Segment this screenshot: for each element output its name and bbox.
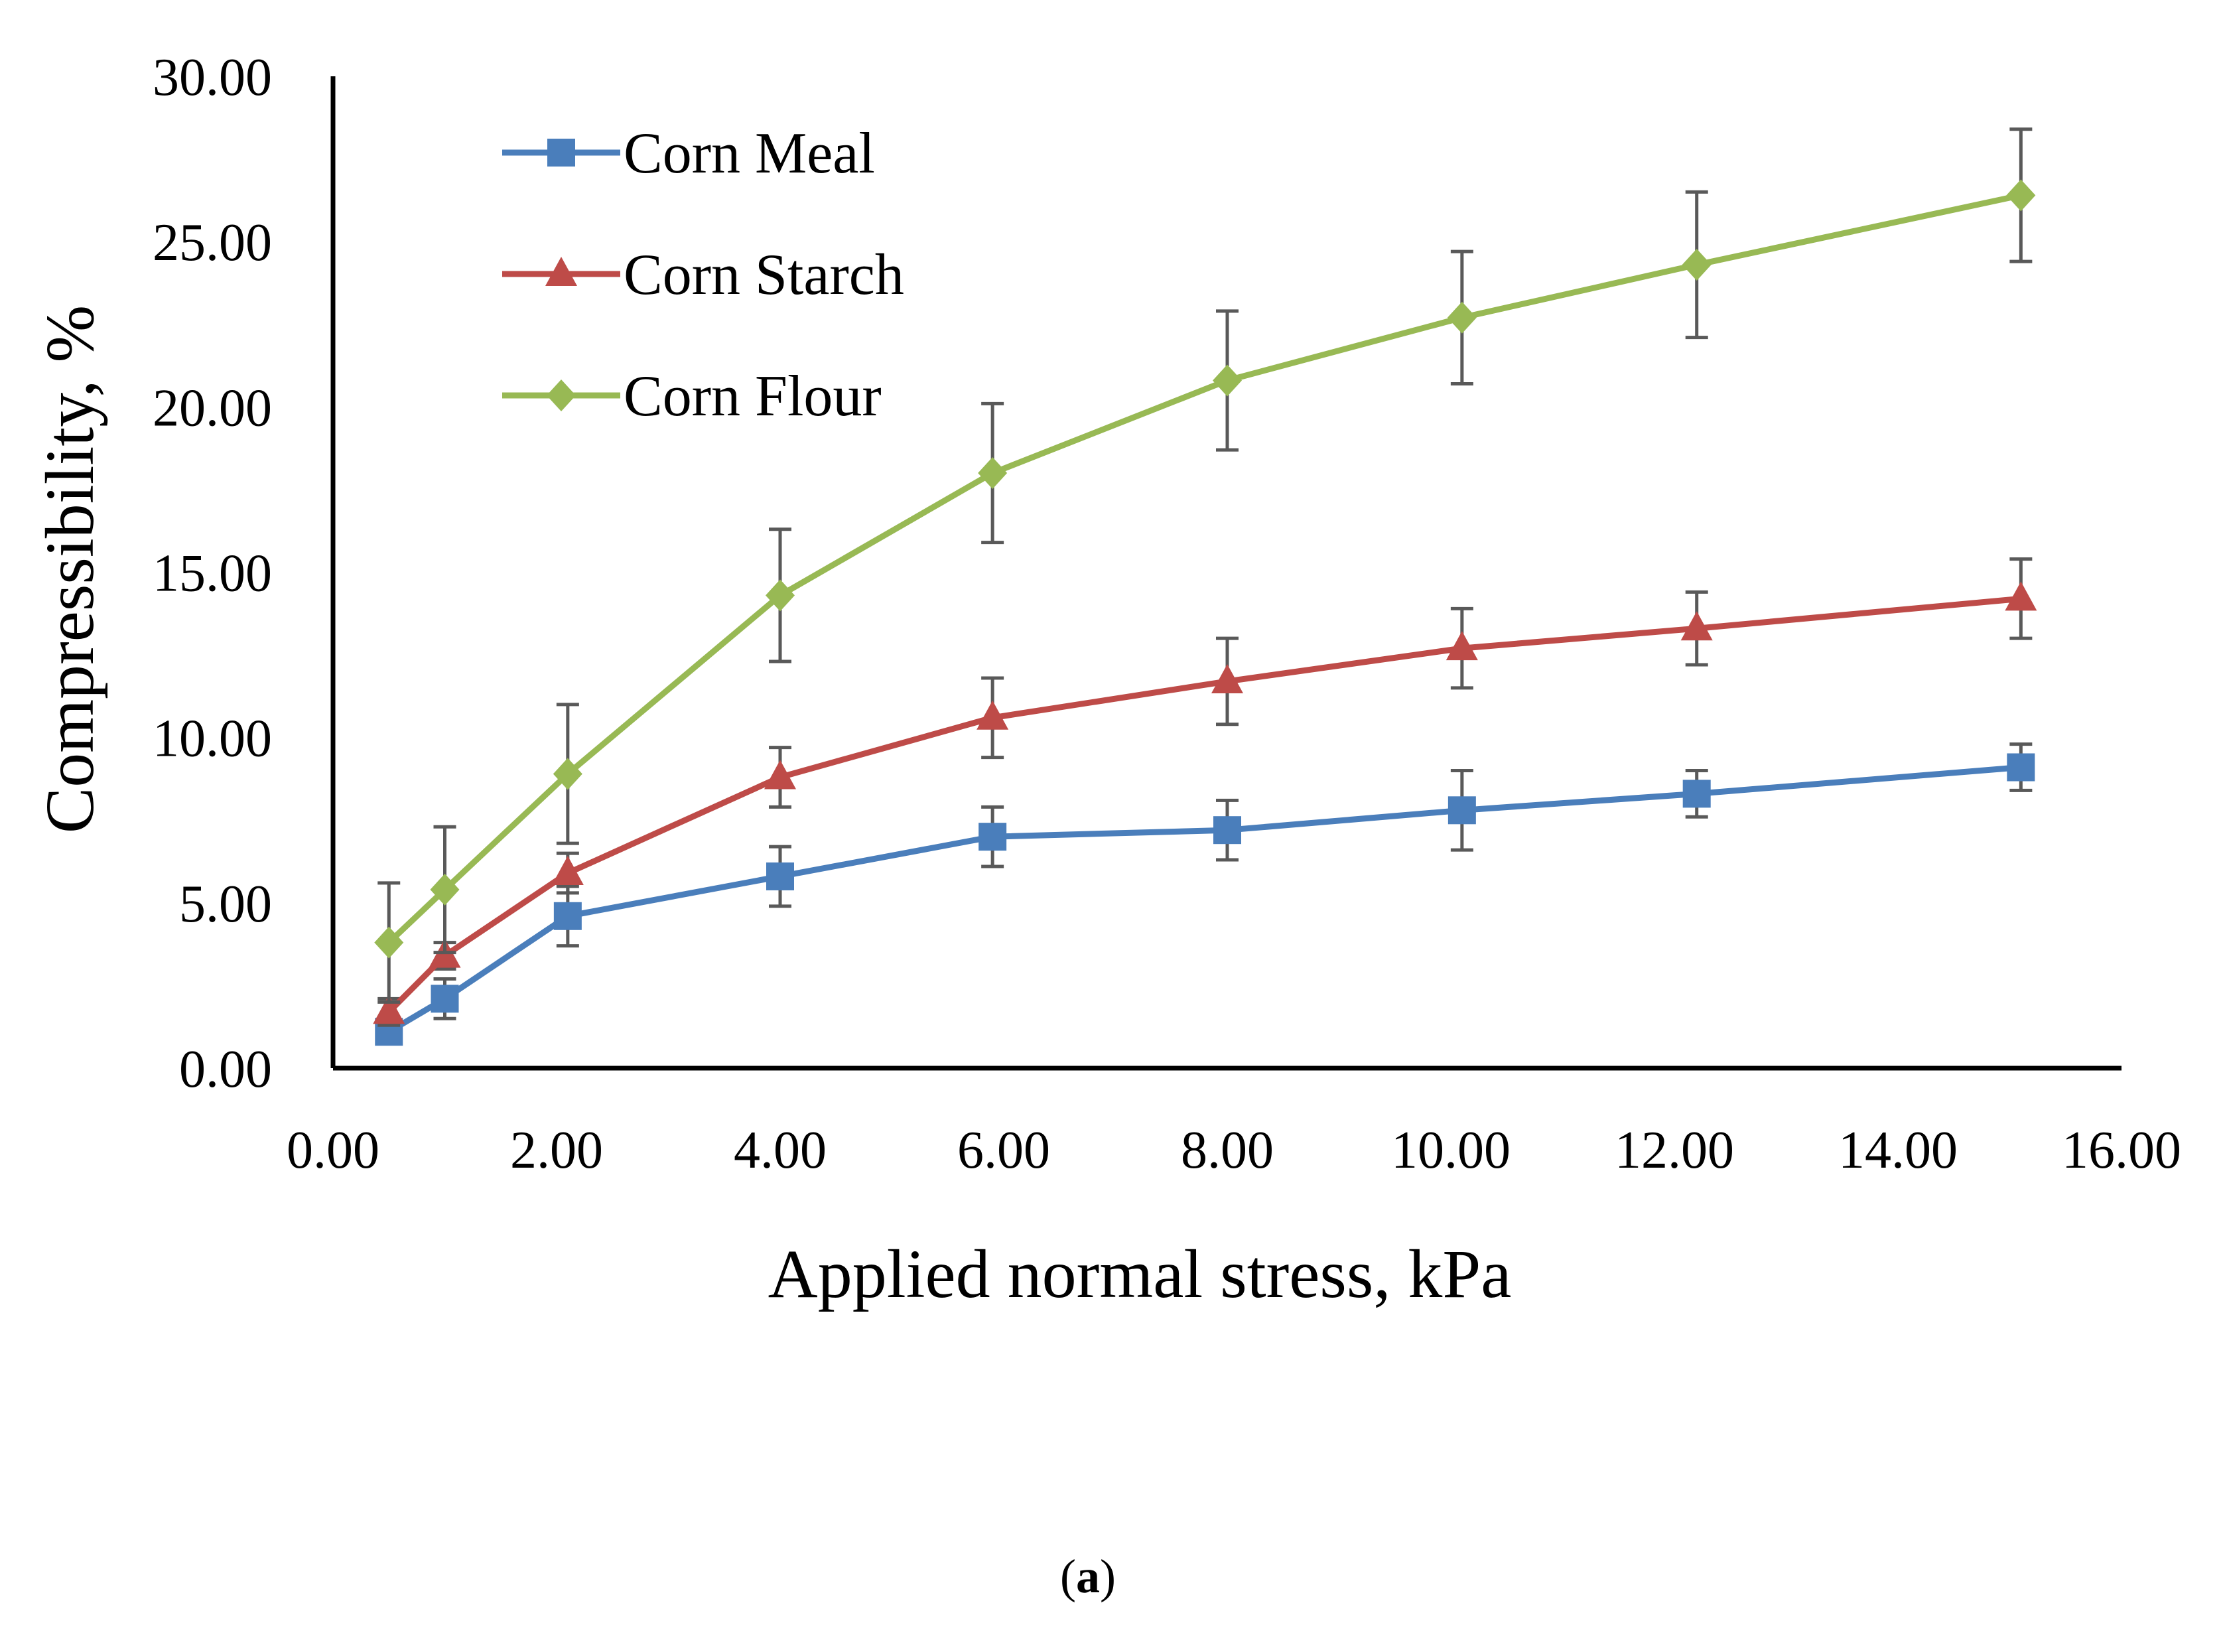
- legend: Corn Meal Corn Starch Corn Flour: [502, 121, 904, 429]
- y-axis-title: Compressibility, %: [32, 305, 108, 833]
- legend-item: Corn Starch: [502, 243, 904, 307]
- series-marker-triangle: [764, 760, 796, 790]
- series-marker-square: [1682, 780, 1711, 808]
- x-tick-label: 10.00: [1391, 1121, 1511, 1180]
- x-tick-label: 0.00: [287, 1121, 379, 1180]
- series-marker-square: [2007, 753, 2035, 782]
- plot-area: [373, 127, 2037, 1046]
- legend-item: Corn Meal: [502, 121, 875, 186]
- series-marker-square: [978, 823, 1007, 851]
- x-tick-label: 12.00: [1615, 1121, 1734, 1180]
- series-marker-diamond: [978, 457, 1008, 489]
- x-tick-label: 6.00: [957, 1121, 1050, 1180]
- series-marker-square: [547, 139, 575, 167]
- series-line: [387, 595, 2021, 1014]
- series-marker-diamond: [766, 579, 795, 612]
- y-tick-label: 0.00: [179, 1040, 272, 1099]
- series-marker-square: [766, 862, 794, 890]
- legend-item: Corn Flour: [502, 364, 882, 429]
- series-marker-diamond: [2006, 179, 2036, 212]
- legend-label: Corn Starch: [624, 243, 904, 307]
- y-tick-label: 20.00: [153, 379, 272, 437]
- y-tick-label: 15.00: [153, 545, 272, 603]
- caption-open-paren: (: [1060, 1550, 1076, 1603]
- series-marker-diamond: [374, 926, 404, 959]
- x-tick-label: 2.00: [510, 1121, 603, 1180]
- x-tick-labels: 0.00 2.00 4.00 6.00 8.00 10.00 12.00 14.00 16.00: [287, 1121, 2181, 1180]
- series-marker-square: [553, 902, 582, 930]
- series-marker-triangle: [977, 700, 1009, 730]
- legend-label: Corn Flour: [624, 364, 882, 429]
- series-marker-triangle: [1211, 663, 1243, 693]
- series-marker-diamond: [430, 873, 460, 906]
- series-marker-triangle: [1680, 611, 1713, 641]
- series-marker-triangle: [1446, 631, 1478, 661]
- series-marker-triangle: [551, 855, 584, 885]
- series-marker-square: [1448, 796, 1476, 825]
- series-marker-diamond: [547, 379, 576, 411]
- series-line: [387, 764, 2021, 1035]
- axes: [330, 76, 2122, 1071]
- caption-close-paren: ): [1100, 1550, 1116, 1603]
- series-corn-meal: [375, 742, 2035, 1046]
- legend-label: Corn Meal: [624, 121, 875, 186]
- series-marker-diamond: [1213, 364, 1242, 397]
- series-marker-diamond: [553, 758, 582, 790]
- figure-caption: (a): [1060, 1550, 1116, 1603]
- series-marker-square: [1213, 816, 1241, 845]
- y-tick-label: 10.00: [153, 710, 272, 768]
- x-tick-label: 14.00: [1838, 1121, 1958, 1180]
- x-tick-label: 4.00: [734, 1121, 827, 1180]
- x-tick-label: 8.00: [1181, 1121, 1274, 1180]
- series-corn-starch: [373, 557, 2037, 1027]
- series-marker-triangle: [2005, 581, 2037, 611]
- y-tick-label: 5.00: [179, 875, 272, 933]
- caption-letter: a: [1076, 1550, 1100, 1603]
- series-marker-diamond: [1682, 249, 1712, 281]
- x-axis-title: Applied normal stress, kPa: [768, 1236, 1512, 1312]
- series-marker-square: [431, 985, 459, 1013]
- series-marker-triangle: [373, 995, 405, 1024]
- series-corn-flour: [374, 127, 2036, 1004]
- y-tick-labels: 0.00 5.00 10.00 15.00 20.00 25.00 30.00: [153, 48, 272, 1099]
- y-tick-label: 30.00: [153, 48, 272, 107]
- series-marker-diamond: [1447, 301, 1477, 334]
- series-marker-triangle: [545, 257, 577, 286]
- y-tick-label: 25.00: [153, 214, 272, 272]
- x-tick-label: 16.00: [2062, 1121, 2181, 1180]
